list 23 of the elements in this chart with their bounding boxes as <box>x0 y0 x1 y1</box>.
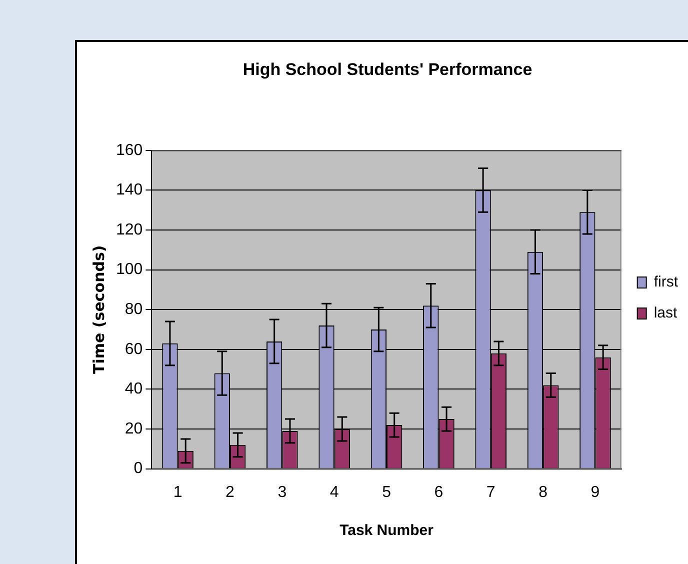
y-tick-label: 140 <box>116 182 143 199</box>
y-tick-label: 20 <box>124 420 143 438</box>
y-tick-label: 100 <box>116 261 143 278</box>
y-tick-label: 120 <box>116 221 143 238</box>
x-tick-label: 2 <box>226 484 235 501</box>
y-tick-label: 80 <box>124 301 143 318</box>
x-axis-title: Task Number <box>340 522 434 540</box>
x-tick-label: 1 <box>173 484 182 501</box>
y-tick-label: 40 <box>124 380 143 398</box>
chart-title: High School Students' Performance <box>242 60 532 79</box>
x-tick-label: 8 <box>538 484 548 501</box>
x-tick-label: 3 <box>278 484 287 501</box>
y-tick-label: 160 <box>116 142 143 159</box>
legend-label: last <box>654 304 678 322</box>
y-axis-title: Time (seconds) <box>90 245 108 374</box>
x-tick-label: 6 <box>434 484 444 501</box>
y-tick-label: 0 <box>134 460 143 478</box>
x-tick-label: 9 <box>590 484 600 501</box>
x-tick-label: 7 <box>486 484 496 501</box>
legend-label: first <box>654 274 679 291</box>
y-tick-label: 60 <box>124 340 143 358</box>
x-tick-label: 5 <box>382 484 392 501</box>
x-tick-label: 4 <box>330 484 339 501</box>
